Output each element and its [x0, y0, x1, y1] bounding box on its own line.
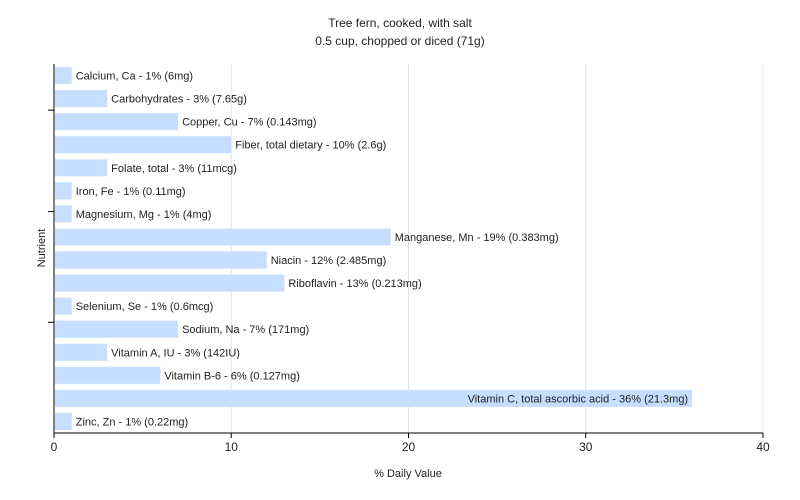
bar-label: Folate, total - 3% (11mcg)	[111, 163, 237, 175]
bar	[55, 389, 693, 407]
x-tick-label: 20	[402, 440, 416, 454]
bar-label: Vitamin C, total ascorbic acid - 36% (21…	[468, 393, 689, 405]
bar-label: Copper, Cu - 7% (0.143mg)	[182, 117, 317, 129]
bar	[55, 67, 72, 85]
bar-label: Riboflavin - 13% (0.213mg)	[288, 278, 421, 290]
bar	[55, 113, 179, 131]
bar-label: Magnesium, Mg - 1% (4mg)	[76, 209, 212, 221]
axes	[48, 64, 764, 438]
bar	[55, 343, 108, 361]
bar	[55, 205, 72, 223]
x-tick-label: 30	[579, 440, 593, 454]
bar	[55, 136, 232, 154]
x-tick-label: 40	[756, 440, 770, 454]
bar-label: Niacin - 12% (2.485mg)	[271, 255, 387, 267]
bar-label: Selenium, Se - 1% (0.6mcg)	[76, 301, 214, 313]
bar	[55, 274, 285, 292]
bar-label: Vitamin A, IU - 3% (142IU)	[111, 347, 240, 359]
bar	[55, 90, 108, 108]
bar-label: Zinc, Zn - 1% (0.22mg)	[76, 416, 188, 428]
y-axis-label: Nutrient	[36, 229, 48, 268]
bars	[55, 67, 693, 430]
chart-title: Tree fern, cooked, with salt	[328, 16, 472, 30]
bar	[55, 159, 108, 177]
bar-label: Sodium, Na - 7% (171mg)	[182, 324, 309, 336]
bar-label: Iron, Fe - 1% (0.11mg)	[76, 186, 186, 198]
bar	[55, 320, 179, 338]
bar-label: Vitamin B-6 - 6% (0.127mg)	[164, 370, 300, 382]
bar-label: Manganese, Mn - 19% (0.383mg)	[395, 232, 559, 244]
bar-label: Calcium, Ca - 1% (6mg)	[76, 71, 193, 83]
x-tick-label: 0	[51, 440, 58, 454]
bar-label: Fiber, total dietary - 10% (2.6g)	[235, 140, 386, 152]
bar	[55, 228, 391, 246]
bar	[55, 182, 72, 200]
chart-subtitle: 0.5 cup, chopped or diced (71g)	[315, 34, 484, 48]
bar-label: Carbohydrates - 3% (7.65g)	[111, 94, 247, 106]
bar-labels: Calcium, Ca - 1% (6mg) Carbohydrates - 3%…	[76, 71, 688, 429]
bar	[55, 251, 267, 269]
bar	[55, 412, 72, 430]
bar	[55, 366, 161, 384]
x-tick-labels: 0 10 20 30 40	[51, 440, 770, 454]
gridlines	[230, 64, 764, 433]
x-tick-label: 10	[225, 440, 239, 454]
bar	[55, 297, 72, 315]
x-axis-label: % Daily Value	[374, 468, 442, 480]
